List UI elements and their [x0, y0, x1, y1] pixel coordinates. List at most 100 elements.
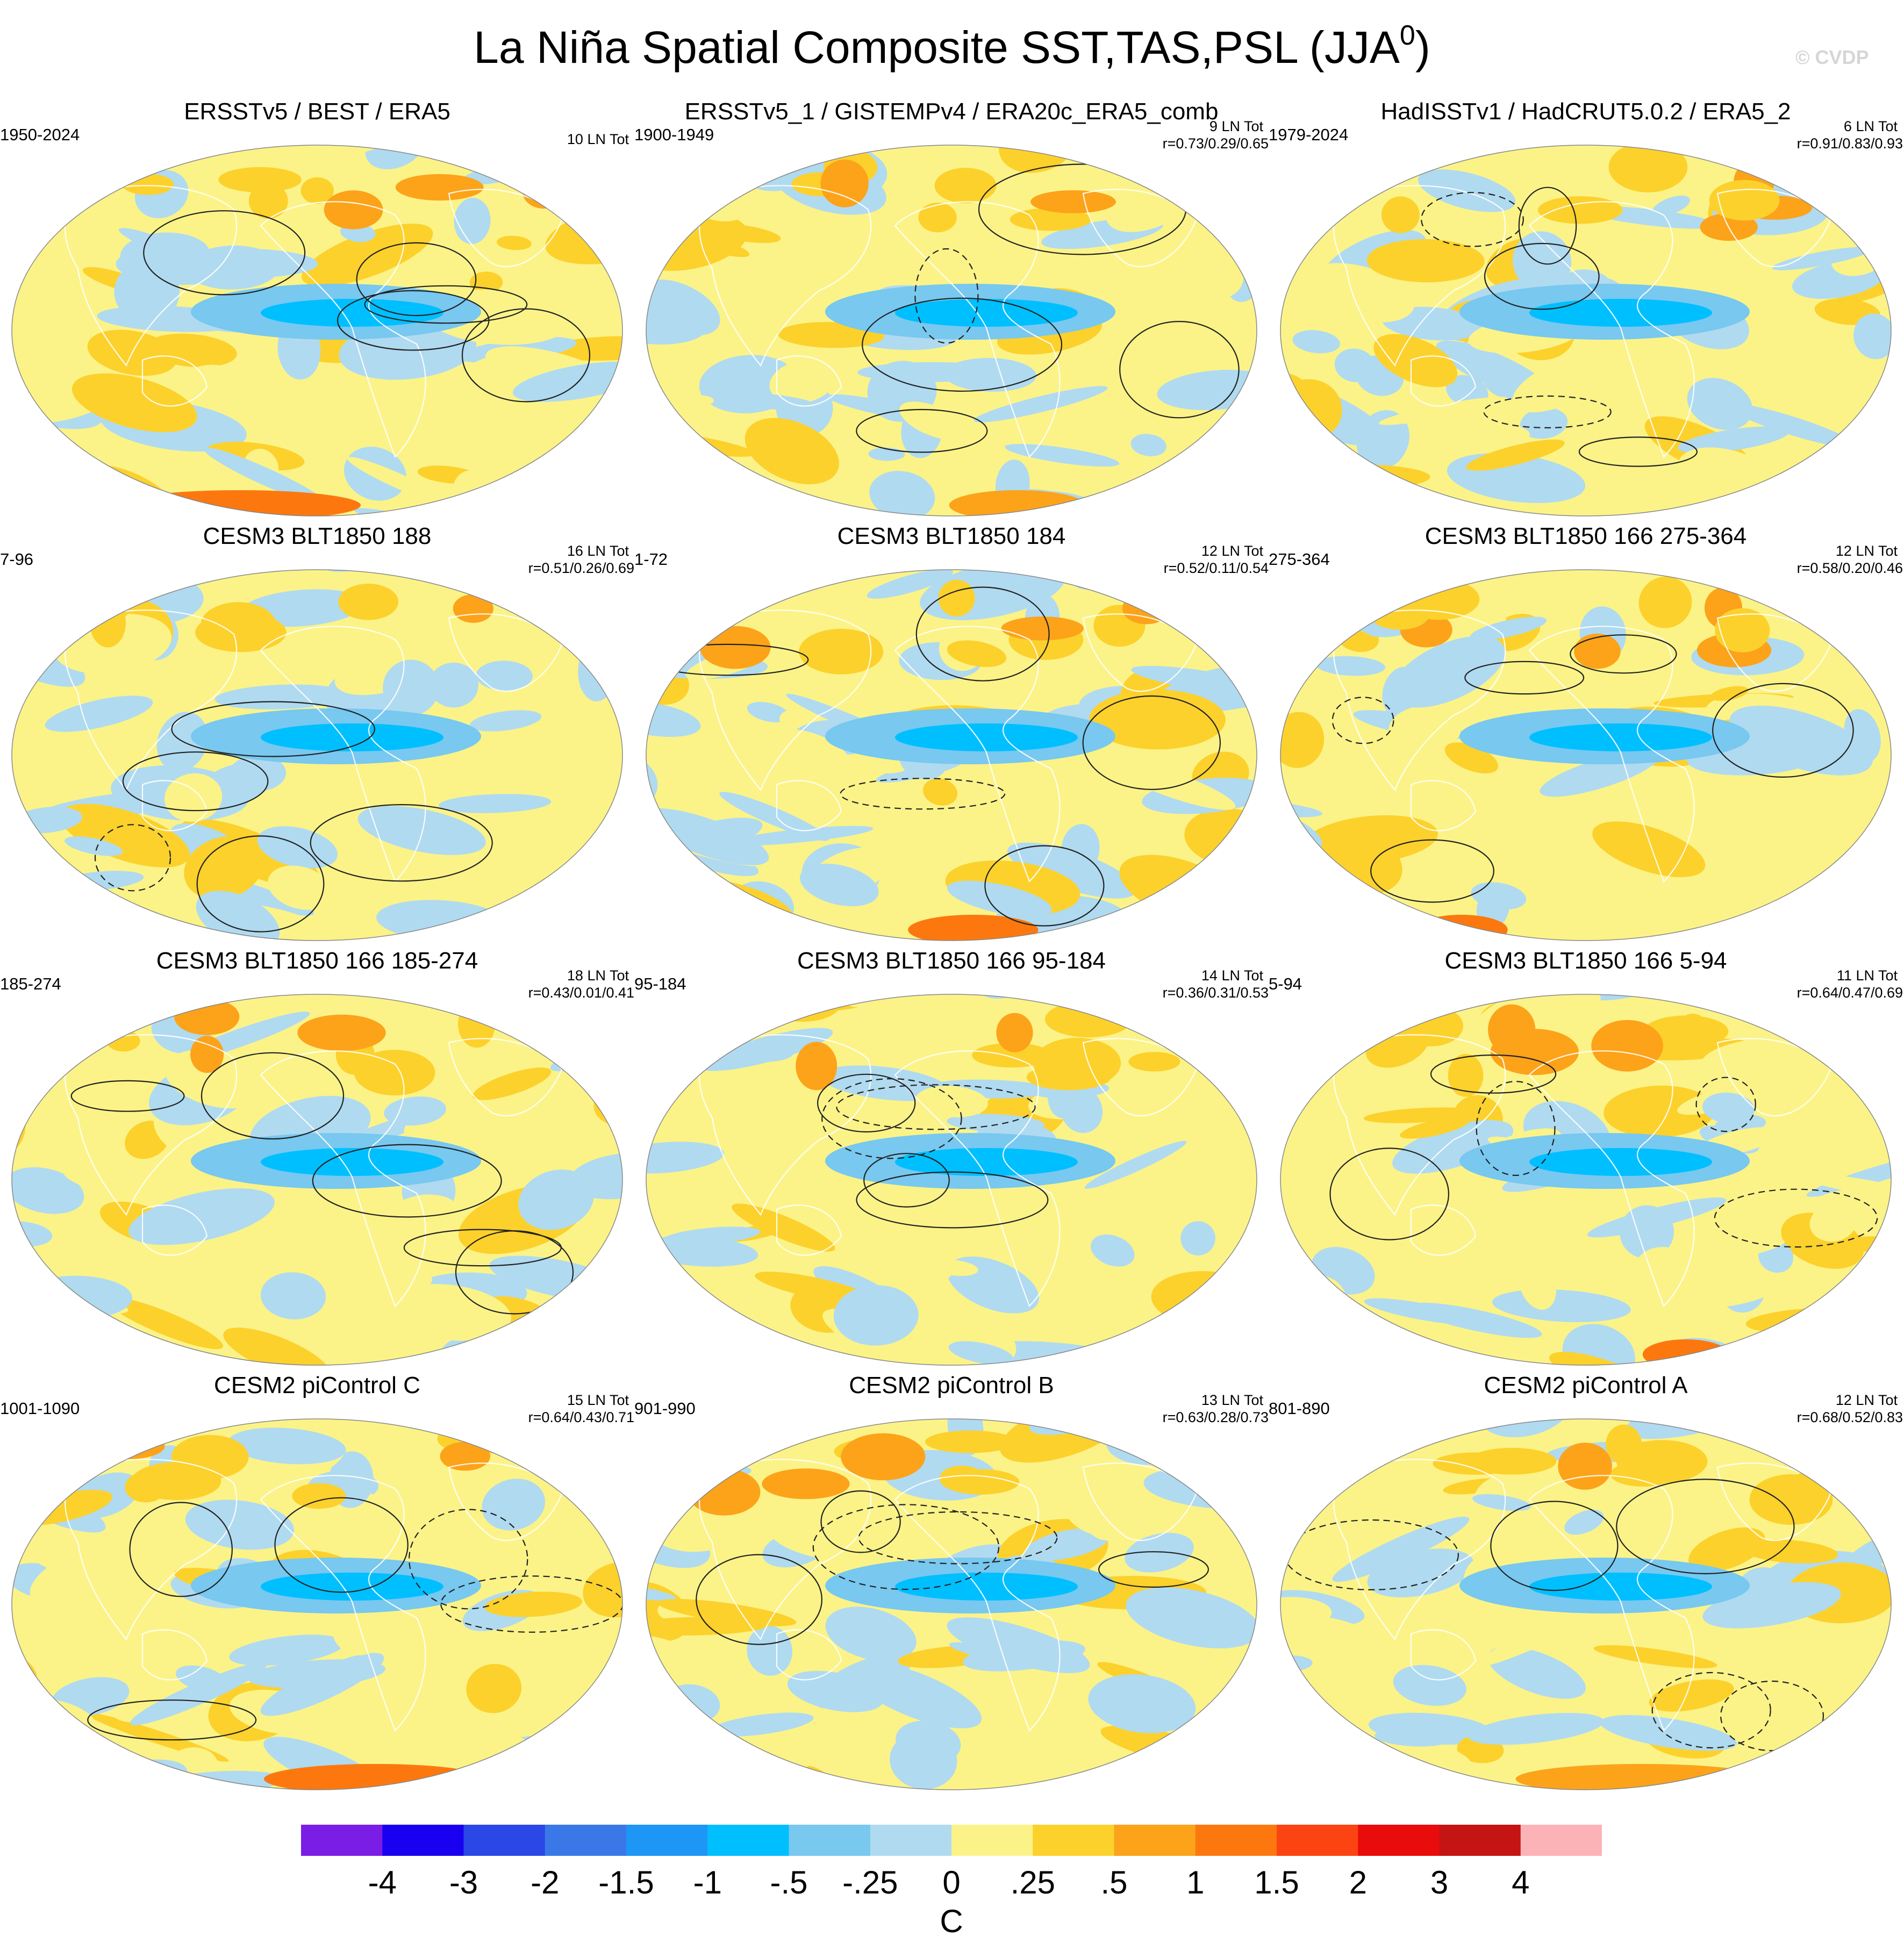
- panel-1-years: 1950-2024: [0, 125, 80, 144]
- colorbar-tick-label: 4: [1512, 1864, 1530, 1900]
- panel-9: CESM3 BLT1850 166 5-94 5-94 11 LN Tot r=…: [1269, 946, 1903, 1371]
- panel-6-title: CESM3 BLT1850 166 275-364: [1425, 523, 1747, 549]
- panel-8-map: [646, 994, 1257, 1366]
- panel-12: CESM2 piControl A 801-890 12 LN Tot r=0.…: [1269, 1371, 1903, 1795]
- panel-7-title: CESM3 BLT1850 166 185-274: [156, 948, 478, 974]
- colorbar-tick-label: -2: [531, 1864, 560, 1900]
- panel-4-years: 7-96: [0, 550, 34, 569]
- panel-5-correlation: r=0.52/0.11/0.54: [1163, 560, 1269, 576]
- panel-10: CESM2 piControl C 1001-1090 15 LN Tot r=…: [0, 1371, 634, 1795]
- panel-3-years: 1979-2024: [1269, 125, 1349, 144]
- panel-2-title: ERSSTv5_1 / GISTEMPv4 / ERA20c_ERA5_comb: [684, 98, 1219, 125]
- colorbar-swatch: [1033, 1825, 1114, 1856]
- figure-title-text: La Niña Spatial Composite SST,TAS,PSL (J…: [474, 22, 1400, 73]
- panel-8-years: 95-184: [634, 974, 686, 993]
- panel-9-title: CESM3 BLT1850 166 5-94: [1444, 948, 1727, 974]
- colorbar-tick-label: -3: [449, 1864, 478, 1900]
- panel-12-map: [1280, 1418, 1892, 1790]
- panel-4-title: CESM3 BLT1850 188: [203, 523, 432, 549]
- panel-11-correlation: r=0.63/0.28/0.73: [1162, 1409, 1269, 1425]
- panel-11-title: CESM2 piControl B: [849, 1372, 1054, 1398]
- panel-1: ERSSTv5 / BEST / ERA5 1950-2024 10 LN To…: [0, 97, 634, 521]
- colorbar-tick-label: -4: [368, 1864, 397, 1900]
- colorbar-swatch: [707, 1825, 789, 1856]
- panel-7-map: [11, 994, 623, 1366]
- panel-5-map: [646, 569, 1257, 941]
- colorbar-swatch: [1439, 1825, 1521, 1856]
- colorbar-tick-label: .25: [1010, 1864, 1055, 1900]
- panel-11-count: 13 LN Tot: [1201, 1392, 1263, 1408]
- panel-8-count: 14 LN Tot: [1201, 967, 1263, 984]
- panel-12-title: CESM2 piControl A: [1484, 1372, 1688, 1398]
- colorbar: [301, 1825, 1602, 1856]
- colorbar-tick-label: -1: [693, 1864, 722, 1900]
- panel-10-count: 15 LN Tot: [567, 1392, 629, 1408]
- panel-3-map: [1280, 145, 1892, 517]
- panel-4-count: 16 LN Tot: [567, 543, 629, 559]
- colorbar-swatch: [789, 1825, 871, 1856]
- colorbar-swatch: [1195, 1825, 1277, 1856]
- colorbar-swatch: [545, 1825, 627, 1856]
- figure-title: La Niña Spatial Composite SST,TAS,PSL (J…: [0, 20, 1904, 74]
- panel-12-count: 12 LN Tot: [1835, 1392, 1898, 1408]
- colorbar-tick-label: -1.5: [598, 1864, 654, 1900]
- panel-7: CESM3 BLT1850 166 185-274 185-274 18 LN …: [0, 946, 634, 1371]
- panel-3-correlation: r=0.91/0.83/0.93: [1796, 135, 1903, 152]
- colorbar-tick-label: -.25: [842, 1864, 898, 1900]
- colorbar-swatch: [1358, 1825, 1440, 1856]
- panel-5: CESM3 BLT1850 184 1-72 12 LN Tot r=0.52/…: [634, 521, 1269, 946]
- panel-6-correlation: r=0.58/0.20/0.46: [1796, 560, 1903, 576]
- panel-9-years: 5-94: [1269, 974, 1302, 993]
- figure-title-close: ): [1415, 22, 1430, 73]
- panel-2-map: [646, 145, 1257, 517]
- colorbar-units: C: [940, 1903, 963, 1939]
- panel-6-count: 12 LN Tot: [1835, 543, 1898, 559]
- panel-10-title: CESM2 piControl C: [214, 1372, 420, 1398]
- panel-11-years: 901-990: [634, 1399, 696, 1418]
- panel-12-correlation: r=0.68/0.52/0.83: [1796, 1409, 1903, 1425]
- colorbar-tick-label: 1.5: [1254, 1864, 1299, 1900]
- figure-title-superscript: 0: [1399, 20, 1415, 51]
- colorbar-tick-label: .5: [1100, 1864, 1128, 1900]
- colorbar-swatch: [382, 1825, 464, 1856]
- panel-11-map: [646, 1418, 1257, 1790]
- panel-10-map: [11, 1418, 623, 1790]
- panel-4-map: [11, 569, 623, 941]
- panel-11: CESM2 piControl B 901-990 13 LN Tot r=0.…: [634, 1371, 1269, 1795]
- panel-8-title: CESM3 BLT1850 166 95-184: [797, 948, 1106, 974]
- cvdp-watermark: © CVDP: [1795, 46, 1869, 68]
- panel-4-correlation: r=0.51/0.26/0.69: [528, 560, 634, 576]
- panel-1-title: ERSSTv5 / BEST / ERA5: [184, 98, 450, 125]
- panel-5-count: 12 LN Tot: [1201, 543, 1263, 559]
- panel-4: CESM3 BLT1850 188 7-96 16 LN Tot r=0.51/…: [0, 521, 634, 946]
- panel-2-correlation: r=0.73/0.29/0.65: [1162, 135, 1269, 152]
- colorbar-swatch: [1277, 1825, 1358, 1856]
- panel-5-years: 1-72: [634, 550, 668, 569]
- colorbar-swatch: [870, 1825, 952, 1856]
- panel-2-years: 1900-1949: [634, 125, 714, 144]
- panel-1-map: [11, 145, 623, 517]
- panel-3: HadISSTv1 / HadCRUT5.0.2 / ERA5_2 1979-2…: [1269, 97, 1903, 521]
- panel-3-title: HadISSTv1 / HadCRUT5.0.2 / ERA5_2: [1380, 98, 1791, 125]
- panel-3-count: 6 LN Tot: [1843, 118, 1898, 134]
- panel-8-correlation: r=0.36/0.31/0.53: [1162, 985, 1269, 1001]
- panel-6-years: 275-364: [1269, 550, 1330, 569]
- panel-2-count: 9 LN Tot: [1209, 118, 1263, 134]
- panel-12-years: 801-890: [1269, 1399, 1330, 1418]
- colorbar-swatch: [1520, 1825, 1602, 1856]
- panel-9-map: [1280, 994, 1892, 1366]
- panel-6: CESM3 BLT1850 166 275-364 275-364 12 LN …: [1269, 521, 1903, 946]
- panel-9-count: 11 LN Tot: [1836, 967, 1898, 984]
- colorbar-swatch: [951, 1825, 1033, 1856]
- colorbar-swatch: [626, 1825, 708, 1856]
- panel-7-correlation: r=0.43/0.01/0.41: [528, 985, 634, 1001]
- panel-7-count: 18 LN Tot: [567, 967, 629, 984]
- colorbar-tick-label: 2: [1349, 1864, 1367, 1900]
- panel-2: ERSSTv5_1 / GISTEMPv4 / ERA20c_ERA5_comb…: [634, 97, 1269, 521]
- colorbar-swatch: [301, 1825, 383, 1856]
- colorbar-swatch: [1114, 1825, 1196, 1856]
- colorbar-swatch: [463, 1825, 546, 1856]
- panel-10-years: 1001-1090: [0, 1399, 80, 1418]
- panel-1-count: 10 LN Tot: [567, 131, 629, 147]
- colorbar-tick-label: 3: [1430, 1864, 1449, 1900]
